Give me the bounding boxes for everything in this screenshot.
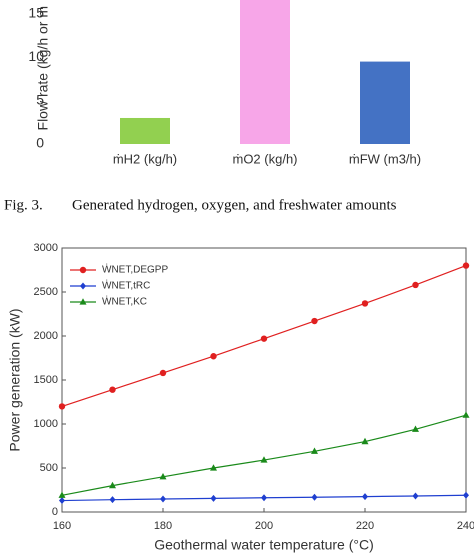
y-tick-label: 0 (36, 135, 44, 151)
point (412, 281, 419, 289)
bar-group (120, 0, 410, 144)
caption-label: Fig. 3. (4, 197, 43, 213)
point (260, 456, 268, 463)
point (58, 491, 66, 498)
point (59, 497, 65, 505)
legend-marker (79, 266, 87, 274)
point (210, 494, 217, 502)
point (462, 411, 470, 418)
point (311, 493, 318, 501)
x-tick-label: 240 (457, 520, 474, 532)
x-tick-label: ṁFW (m3/h) (349, 151, 421, 166)
point (412, 492, 419, 500)
bar (120, 117, 170, 144)
y-tick-label: 5 (36, 91, 44, 107)
point (109, 481, 116, 489)
point (463, 491, 469, 499)
point (210, 353, 217, 360)
point (311, 447, 318, 454)
legend-marker (79, 298, 87, 305)
point (109, 496, 116, 504)
x-tick-label: 180 (154, 520, 172, 532)
point (311, 317, 318, 325)
x-tick-label: 160 (53, 520, 71, 532)
series-line (61, 414, 467, 496)
x-tick-label: 220 (356, 520, 374, 532)
legend-label: ẆNET,KC (102, 295, 147, 308)
point (260, 335, 268, 342)
x-axis-label: Geothermal water temperature (°C) (154, 537, 374, 553)
point (361, 437, 369, 445)
y-axis-label: Power generation (kW) (7, 308, 23, 451)
bar (360, 61, 410, 144)
point (160, 495, 166, 503)
point (109, 386, 116, 393)
y-tick-label: 500 (40, 462, 58, 474)
y-tick-label: 1000 (34, 418, 58, 430)
point (210, 464, 217, 471)
legend-marker (80, 282, 86, 290)
y-tick-label: 10 (28, 48, 44, 64)
point (261, 494, 267, 502)
point (362, 493, 368, 501)
x-tick-label: ṁO2 (kg/h) (232, 151, 297, 166)
y-tick-label: 15 (28, 5, 44, 21)
y-tick-label: 2500 (34, 286, 58, 298)
point (159, 369, 167, 377)
legend-label: ẆNET,DEGPP (102, 263, 168, 276)
point (58, 403, 66, 410)
y-axis-label: Flow rate (kg/h or m (35, 6, 51, 130)
point (412, 425, 419, 432)
point (159, 473, 167, 480)
bar (240, 0, 290, 144)
caption-text: Generated hydrogen, oxygen, and freshwat… (72, 197, 397, 213)
y-tick-label: 1500 (34, 374, 58, 386)
x-tick-label: ṁH2 (kg/h) (113, 151, 177, 166)
x-tick-label: 200 (255, 520, 273, 532)
y-tick-label: 3000 (34, 242, 58, 254)
y-tick-label: 2000 (34, 330, 58, 342)
point (462, 262, 470, 269)
legend-label: ẆNET,tRC (102, 279, 150, 292)
point (361, 300, 369, 307)
y-tick-label: 0 (52, 506, 58, 518)
